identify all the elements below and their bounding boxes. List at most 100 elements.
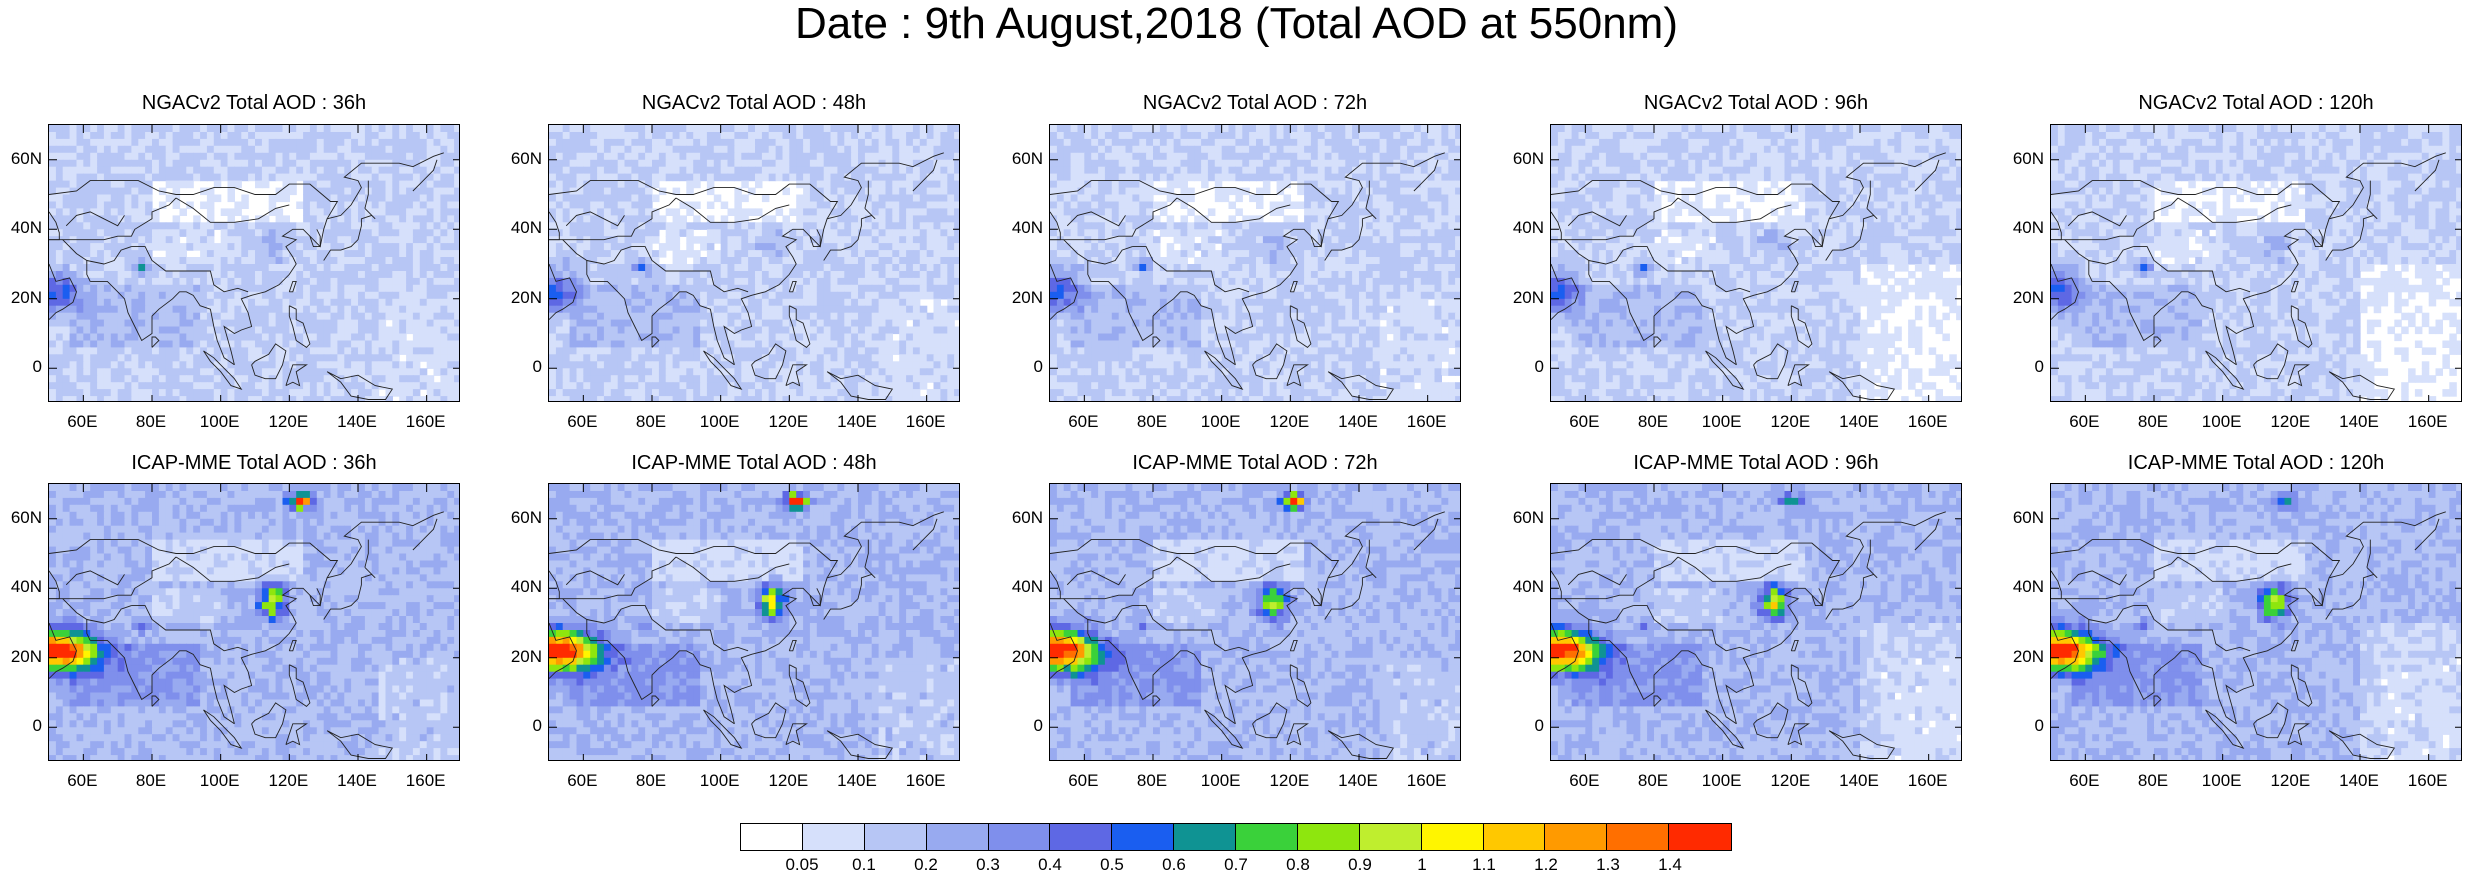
lat-tick-label: 0 — [0, 357, 42, 377]
colorbar-swatch — [803, 824, 865, 850]
map-plot-area — [1049, 483, 1461, 761]
lat-tick-label: 60N — [1494, 508, 1544, 528]
colorbar — [740, 823, 1732, 851]
aod-cells — [1551, 484, 1962, 761]
lon-tick-label: 160E — [896, 771, 956, 791]
lon-tick-label: 120E — [758, 771, 818, 791]
lat-tick-label: 40N — [0, 218, 42, 238]
map-plot-area — [2050, 124, 2462, 402]
aod-field — [1050, 484, 1461, 761]
colorbar-label: 0.9 — [1330, 855, 1390, 875]
lon-tick-label: 160E — [396, 412, 456, 432]
panel-title: ICAP-MME Total AOD : 48h — [548, 452, 960, 475]
aod-field — [549, 125, 960, 402]
lon-tick-label: 140E — [327, 771, 387, 791]
lat-tick-label: 60N — [993, 508, 1043, 528]
lon-tick-label: 140E — [827, 771, 887, 791]
lat-tick-label: 60N — [1994, 149, 2044, 169]
aod-cells — [1050, 125, 1461, 402]
panel-title: ICAP-MME Total AOD : 120h — [2050, 452, 2462, 475]
lon-tick-label: 160E — [896, 412, 956, 432]
aod-cells — [2051, 125, 2462, 402]
lon-tick-label: 80E — [2123, 771, 2183, 791]
colorbar-label: 1.4 — [1640, 855, 1700, 875]
lat-tick-label: 20N — [1994, 288, 2044, 308]
lon-tick-label: 100E — [190, 771, 250, 791]
aod-field — [2051, 484, 2462, 761]
lat-tick-label: 60N — [492, 149, 542, 169]
lon-tick-label: 140E — [1829, 412, 1889, 432]
colorbar-swatch — [1298, 824, 1360, 850]
lon-tick-label: 140E — [2329, 771, 2389, 791]
lat-tick-label: 20N — [0, 647, 42, 667]
lat-tick-label: 40N — [1494, 218, 1544, 238]
colorbar-swatch — [1607, 824, 1669, 850]
panel-title: NGACv2 Total AOD : 48h — [548, 92, 960, 115]
lon-tick-label: 120E — [258, 771, 318, 791]
lat-tick-label: 0 — [1494, 357, 1544, 377]
lat-tick-label: 60N — [0, 149, 42, 169]
aod-field — [549, 484, 960, 761]
colorbar-swatch — [989, 824, 1051, 850]
aod-field — [1551, 484, 1962, 761]
lon-tick-label: 80E — [121, 412, 181, 432]
colorbar-swatch — [865, 824, 927, 850]
colorbar-swatch — [741, 824, 803, 850]
colorbar-swatch — [1545, 824, 1607, 850]
lon-tick-label: 120E — [2260, 412, 2320, 432]
colorbar-label: 0.7 — [1206, 855, 1266, 875]
lon-tick-label: 60E — [1554, 771, 1614, 791]
lon-tick-label: 60E — [1554, 412, 1614, 432]
lat-tick-label: 40N — [1494, 577, 1544, 597]
map-plot-area — [548, 483, 960, 761]
lat-tick-label: 20N — [1494, 288, 1544, 308]
lat-tick-label: 40N — [492, 218, 542, 238]
colorbar-label: 1.2 — [1516, 855, 1576, 875]
lon-tick-label: 60E — [52, 412, 112, 432]
lon-tick-label: 140E — [327, 412, 387, 432]
lon-tick-label: 100E — [690, 771, 750, 791]
lat-tick-label: 20N — [993, 288, 1043, 308]
lat-tick-label: 60N — [993, 149, 1043, 169]
lon-tick-label: 160E — [396, 771, 456, 791]
lon-tick-label: 160E — [1898, 771, 1958, 791]
lat-tick-label: 60N — [1994, 508, 2044, 528]
map-plot-area — [48, 483, 460, 761]
lon-tick-label: 100E — [2192, 412, 2252, 432]
colorbar-label: 0.3 — [958, 855, 1018, 875]
colorbar-label: 0.4 — [1020, 855, 1080, 875]
aod-cells — [549, 484, 960, 761]
colorbar-swatch — [1484, 824, 1546, 850]
lon-tick-label: 100E — [2192, 771, 2252, 791]
map-plot-area — [548, 124, 960, 402]
lat-tick-label: 0 — [0, 716, 42, 736]
lat-tick-label: 40N — [993, 577, 1043, 597]
aod-cells — [2051, 484, 2462, 761]
panel-title: ICAP-MME Total AOD : 36h — [48, 452, 460, 475]
colorbar-swatch — [1112, 824, 1174, 850]
lat-tick-label: 0 — [1994, 716, 2044, 736]
aod-cells — [49, 484, 460, 761]
lon-tick-label: 100E — [1191, 771, 1251, 791]
colorbar-swatch — [1050, 824, 1112, 850]
colorbar-label: 0.5 — [1082, 855, 1142, 875]
colorbar-swatch — [927, 824, 989, 850]
lon-tick-label: 100E — [1191, 412, 1251, 432]
map-plot-area — [1049, 124, 1461, 402]
lon-tick-label: 160E — [1397, 771, 1457, 791]
panel-title: NGACv2 Total AOD : 120h — [2050, 92, 2462, 115]
lon-tick-label: 140E — [1328, 412, 1388, 432]
lon-tick-label: 160E — [2398, 412, 2458, 432]
lon-tick-label: 120E — [1259, 771, 1319, 791]
lon-tick-label: 80E — [621, 412, 681, 432]
lat-tick-label: 60N — [1494, 149, 1544, 169]
lat-tick-label: 20N — [1494, 647, 1544, 667]
map-plot-area — [2050, 483, 2462, 761]
lon-tick-label: 120E — [1259, 412, 1319, 432]
lon-tick-label: 60E — [1053, 412, 1113, 432]
aod-cells — [1551, 125, 1962, 402]
lon-tick-label: 60E — [552, 412, 612, 432]
colorbar-label: 0.1 — [834, 855, 894, 875]
lat-tick-label: 20N — [0, 288, 42, 308]
lat-tick-label: 60N — [492, 508, 542, 528]
